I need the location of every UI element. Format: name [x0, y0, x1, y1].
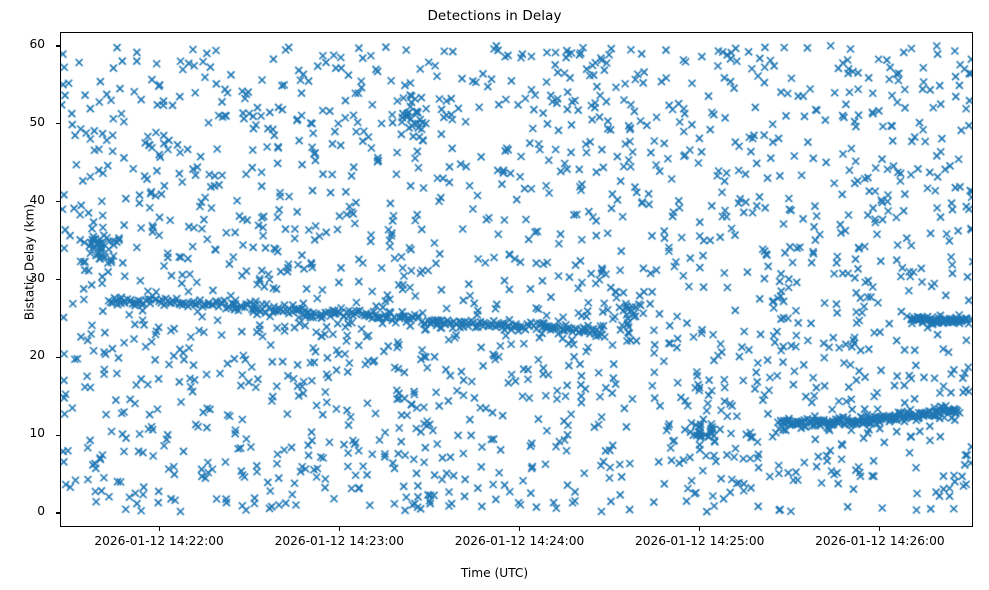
- y-tick-mark: [56, 512, 60, 514]
- y-tick-label: 40: [29, 192, 45, 207]
- x-tick-mark: [158, 527, 160, 531]
- x-tick-mark: [879, 527, 881, 531]
- x-tick-label: 2026-01-12 14:22:00: [94, 534, 224, 548]
- x-axis-label: Time (UTC): [460, 566, 529, 580]
- x-tick-label: 2026-01-12 14:25:00: [634, 534, 765, 548]
- y-tick-mark: [56, 201, 60, 203]
- y-tick-label: 50: [29, 114, 45, 129]
- plot-area: [60, 32, 973, 527]
- x-tick-label: 2026-01-12 14:26:00: [815, 534, 945, 548]
- x-tick-label: 2026-01-12 14:23:00: [274, 534, 405, 548]
- y-tick-label: 10: [29, 426, 45, 441]
- y-tick-mark: [56, 434, 60, 436]
- y-tick-label: 60: [29, 37, 45, 51]
- chart-title: Detections in Delay: [427, 8, 562, 24]
- y-tick-label: 20: [29, 348, 45, 363]
- x-tick-label: 2026-01-12 14:24:00: [454, 534, 585, 548]
- y-tick-label: 0: [37, 503, 45, 518]
- y-axis-label: Bistatic Delay (km): [22, 203, 37, 321]
- x-tick-mark: [699, 527, 701, 531]
- y-tick-label: 30: [29, 270, 45, 285]
- x-tick-mark: [518, 527, 521, 531]
- y-tick-mark: [56, 123, 60, 125]
- y-tick-mark: [56, 356, 60, 358]
- x-tick-mark: [338, 527, 340, 531]
- y-tick-mark: [56, 278, 60, 281]
- y-tick-mark: [56, 45, 60, 47]
- scatter-plot-canvas: [61, 33, 972, 526]
